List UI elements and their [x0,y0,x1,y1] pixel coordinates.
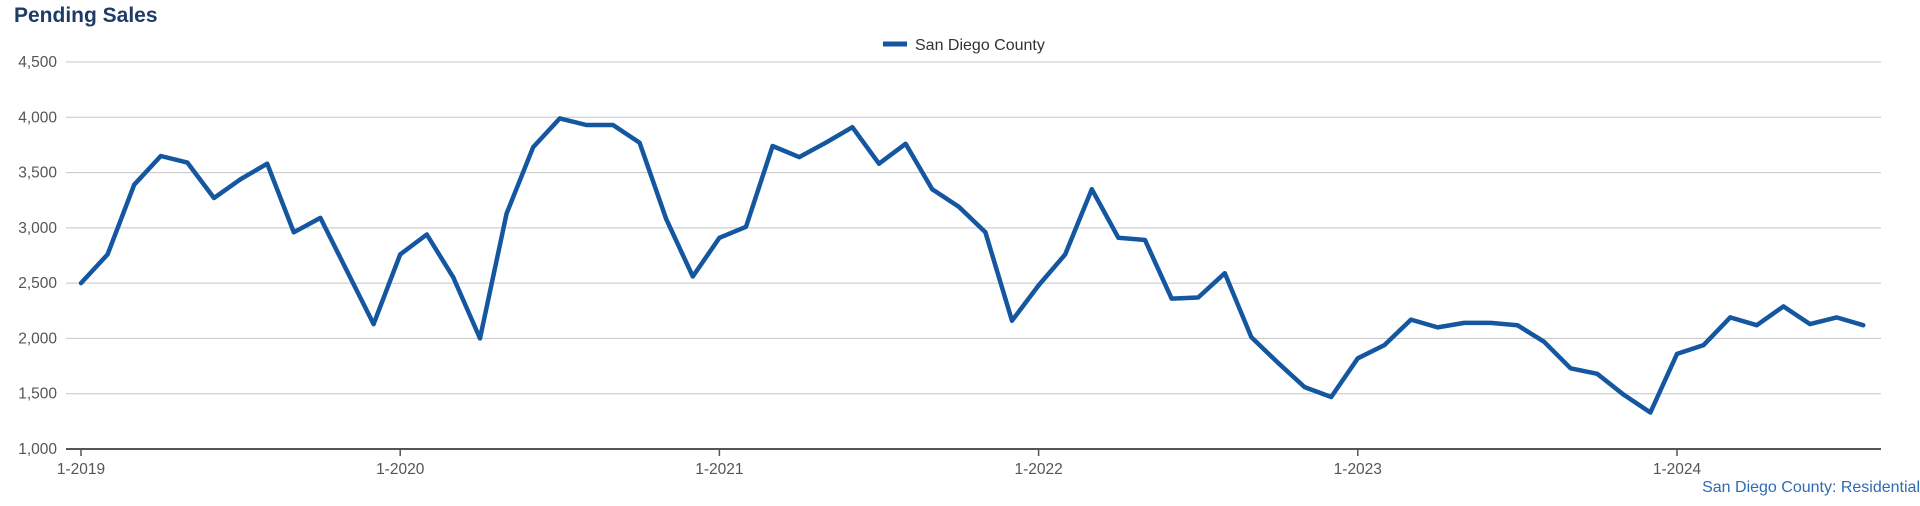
data-point [185,160,190,165]
y-tick-label-2000: 2,000 [18,330,57,347]
data-point [1302,385,1307,390]
data-point [717,235,722,240]
data-point [398,252,403,257]
data-point [611,123,615,127]
data-point [690,274,695,279]
data-point [770,144,775,148]
data-point [1781,304,1786,309]
data-point [1861,323,1866,328]
data-point [158,154,163,158]
data-point [1276,360,1280,365]
data-point [1143,238,1147,242]
data-point [1542,339,1546,344]
grid-lines [66,61,1881,395]
y-tick-label-3000: 3,000 [18,220,57,237]
data-point [1249,335,1254,340]
data-point [930,187,935,192]
series-layer [78,116,1866,415]
data-point [1595,371,1600,376]
data-point [1754,323,1759,328]
data-point [956,204,961,209]
y-tick-label-2500: 2,500 [18,275,57,292]
y-tick-label-3500: 3,500 [18,165,57,182]
data-point [877,161,881,166]
data-point [850,125,855,130]
x-tick-label-1-2022: 1-2022 [1014,461,1062,478]
x-tick-label-1-2019: 1-2019 [57,461,105,478]
data-point [664,217,669,221]
data-point [1808,322,1812,327]
y-axis-ticks: 1,000 1,500 2,000 2,500 3,000 3,500 4,000 4,500 [18,54,57,458]
y-tick-label-4000: 4,000 [18,109,57,126]
x-axis: 1-2019 1-2020 1-2021 1-2022 1-2023 1-2024 [57,448,1881,478]
data-point [504,211,509,216]
data-point [744,224,748,229]
data-point [1329,395,1334,399]
data-point [584,123,589,127]
data-point [557,116,562,121]
data-point [265,161,270,166]
data-point [797,155,802,160]
y-tick-label-1000: 1,000 [18,441,57,458]
data-point [451,275,456,280]
data-point [1063,252,1068,257]
data-point [1462,320,1467,325]
data-point [1515,323,1520,328]
data-point [1169,296,1174,301]
series-line-san-diego-county [78,116,1866,415]
x-tick-label-1-2023: 1-2023 [1334,461,1382,478]
data-point [318,215,323,220]
data-point [823,140,828,145]
data-point [1621,392,1626,397]
data-point [79,281,83,286]
legend[interactable]: San Diego County [883,37,1045,54]
data-point [1488,320,1493,325]
data-point [1648,410,1653,415]
data-point [1728,315,1733,320]
data-point [1089,187,1094,192]
data-point [637,140,642,145]
x-tick-label-1-2021: 1-2021 [695,461,743,478]
data-point [1568,366,1573,371]
data-point [1222,271,1227,276]
data-point [132,182,137,187]
data-point [1382,343,1387,348]
data-point [1435,325,1440,330]
data-point [212,196,216,200]
data-point [291,230,296,235]
chart-title: Pending Sales [14,4,158,27]
data-point [1010,318,1014,323]
data-point [371,322,376,327]
data-point [238,177,243,182]
data-point [903,141,908,146]
y-tick-label-4500: 4,500 [18,54,57,71]
data-point [1196,295,1201,300]
data-point [1409,317,1413,322]
data-point [1701,343,1706,348]
data-point [1036,283,1041,288]
data-point [345,269,349,273]
x-tick-label-1-2024: 1-2024 [1653,461,1702,478]
data-point [478,336,482,341]
data-point [1116,235,1121,240]
y-tick-label-1500: 1,500 [18,386,57,403]
data-point [1834,315,1839,320]
data-point [983,230,988,235]
data-point [1675,351,1679,356]
data-point [1355,356,1360,361]
data-point [424,232,429,237]
data-point [105,252,110,257]
x-tick-label-1-2020: 1-2020 [376,461,425,478]
data-point [531,145,536,150]
chart-footnote: San Diego County: Residential [1702,479,1920,496]
legend-label-san-diego-county: San Diego County [915,37,1045,54]
